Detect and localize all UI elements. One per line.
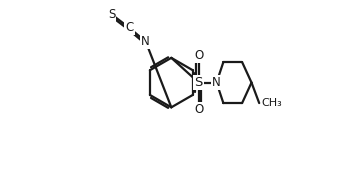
- Text: S: S: [194, 76, 203, 89]
- Text: S: S: [108, 8, 115, 21]
- Text: O: O: [194, 103, 203, 116]
- Text: O: O: [194, 49, 203, 62]
- Text: C: C: [125, 22, 134, 35]
- Text: N: N: [141, 35, 150, 48]
- Text: N: N: [212, 76, 221, 89]
- Text: CH₃: CH₃: [261, 98, 282, 108]
